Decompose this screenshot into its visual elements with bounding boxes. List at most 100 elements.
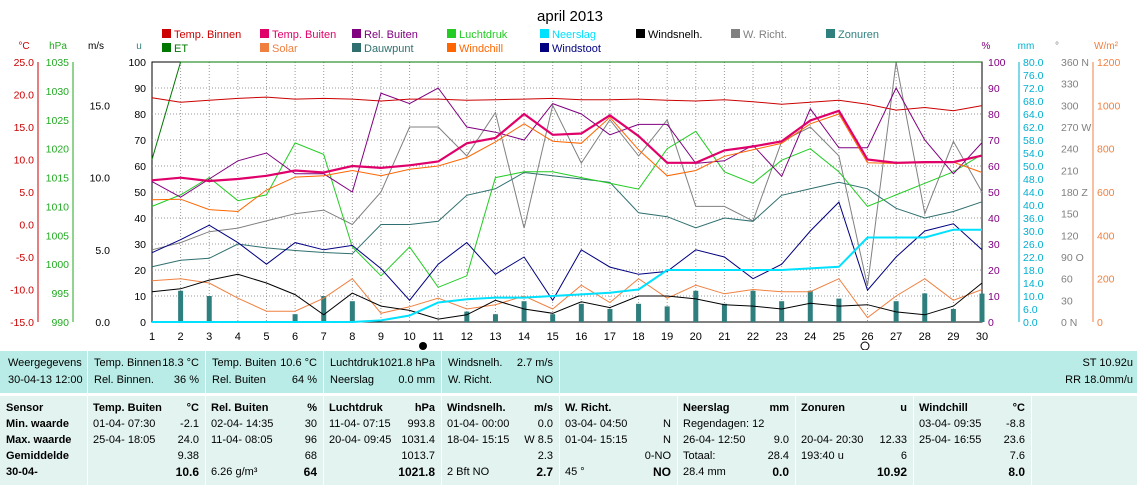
c1-max: 24.0 [177,434,199,446]
day-tick: 12 [461,331,473,343]
legend-swatch [162,43,171,52]
mm-tick: 36.0 [1023,213,1044,225]
series-line-solar [151,278,983,319]
day-tick: 8 [349,331,355,343]
legend-swatch [260,29,269,38]
legend-swatch [447,43,456,52]
temp-tick: 15.0 [14,122,35,134]
c6-max-time: 26-04- 12:50 [683,434,746,446]
mm-tick: 18.0 [1023,265,1044,277]
cur-wr-val: NO [536,374,554,386]
c3-max-time: 20-04- 09:45 [329,434,392,446]
ms-tick: 0.0 [95,317,110,329]
temp-tick: 0.0 [19,220,34,232]
day-tick: 16 [575,331,587,343]
hpa-tick: 1015 [46,173,70,185]
c4-extra: 2 Bft NO [447,466,490,478]
cur-ld-val: 1021.8 hPa [378,357,435,369]
c5-min-time: 03-04- 04:50 [565,418,628,430]
c8-avg: 7.6 [1009,450,1025,462]
pct-tick: 100 [988,57,1006,69]
deg-tick: 90 O [1061,252,1084,264]
zonuren-bar [607,309,613,322]
series-lines [151,61,983,323]
c2-unit: % [307,402,317,414]
c8-unit: °C [1012,402,1025,414]
mm-tick: 10.0 [1023,291,1044,303]
pct-tick: 30 [988,239,1000,251]
c6-header: Neerslag [683,402,730,414]
legend-swatch [636,29,645,38]
hpa-tick: 1005 [46,230,70,242]
hpa-tick: 1020 [46,144,70,156]
c7-avg: 6 [900,450,907,462]
c5-avg: 0-NO [644,450,671,462]
c2-cur: 64 [303,465,317,479]
sensor-label: Sensor [6,402,44,414]
c2-min: 30 [304,418,317,430]
c6-max: 9.0 [773,434,789,446]
pct-tick: 80 [988,109,1000,121]
temp-tick: -15.0 [10,317,34,329]
legend-swatch [540,43,549,52]
temp-tick: 10.0 [14,155,35,167]
cur-block-5: Windsnelh. 2.7 m/s W. Richt. NO [442,351,560,393]
c3-unit: hPa [414,402,435,414]
temp-tick: 25.0 [14,57,35,69]
u-tick: 80 [134,109,146,121]
c1-max-time: 25-04- 18:05 [93,434,156,446]
day-tick: 23 [776,331,788,343]
day-tick: 21 [718,331,730,343]
cur-rbu-label: Rel. Buiten [212,374,266,386]
c8-max: 23.6 [1003,434,1025,446]
c5-max-time: 01-04- 15:15 [565,434,628,446]
mm-tick: 50.0 [1023,161,1044,173]
day-tick: 4 [235,331,241,343]
u-tick: 60 [134,161,146,173]
c4-unit: m/s [534,402,553,414]
zonuren-bar [292,314,298,322]
pct-tick: 90 [988,83,1000,95]
deg-tick: 30 [1061,295,1073,307]
c3-min: 993.8 [407,418,435,430]
zonuren-bar [321,296,327,322]
stats-temp-buiten: Temp. Buiten °C 01-04- 07:30 -2.1 25-04-… [88,396,206,485]
cur-rbu-val: 64 % [291,374,317,386]
cur-datetime: 30-04-13 12:00 [8,374,83,386]
legend-label: Windchill [459,43,503,55]
legend-swatch [447,29,456,38]
hpa-tick: 1000 [46,259,70,271]
c4-cur: 2.7 [536,465,553,479]
legend-label: W. Richt. [743,29,787,41]
c1-min: -2.1 [180,418,199,430]
zonuren-bar [636,303,642,322]
day-tick: 10 [403,331,415,343]
wm2-tick: 200 [1097,274,1115,286]
day-tick: 11 [432,331,443,343]
day-tick: 2 [178,331,184,343]
weergegevens-label: Weergegevens [8,357,82,369]
c8-header: Windchill [919,402,968,414]
stats-windrichting: W. Richt. 03-04- 04:50 N 01-04- 15:15 N … [560,396,678,485]
day-tick: 22 [747,331,759,343]
c3-cur: 1021.8 [398,465,435,479]
chart-title: april 2013 [537,8,603,25]
stats-zonuren: Zonuren u 20-04- 20:30 12.33 193:40 u 6 … [796,396,914,485]
day-tick: 9 [378,331,384,343]
moon-full-marker [860,341,870,350]
c2-min-time: 02-04- 14:35 [211,418,274,430]
hpa-tick: 1025 [46,115,70,127]
pct-tick: 40 [988,213,1000,225]
legend-swatch [540,29,549,38]
day-tick: 1 [149,331,155,343]
u-tick: 90 [134,83,146,95]
c6-cur: 0.0 [772,465,789,479]
day-tick: 29 [947,331,959,343]
pct-tick: 0 [988,317,994,329]
axis-unit: W/m² [1094,41,1119,52]
legend-label: Zonuren [838,29,879,41]
c3-avg: 1013.7 [401,450,435,462]
legend-label: Windstoot [552,43,601,55]
u-tick: 30 [134,239,146,251]
legend-swatch [352,29,361,38]
